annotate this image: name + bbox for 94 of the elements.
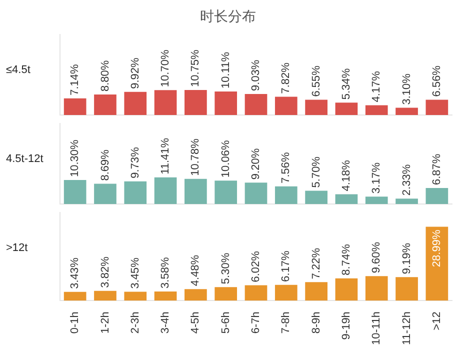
x-tick-label: 11-12h (400, 312, 413, 345)
data-label: 6.02% (250, 250, 262, 282)
data-label: 9.19% (400, 242, 413, 274)
y-axis-title: 4.5t-12t (6, 153, 44, 165)
bar (274, 284, 298, 301)
bar (184, 90, 207, 115)
bar (426, 188, 448, 204)
x-tick-label: 2-3h (129, 312, 142, 334)
bar (396, 277, 418, 301)
data-label: 9.60% (370, 242, 383, 274)
data-label: 28.99% (430, 230, 443, 268)
data-label: 9.73% (129, 146, 142, 178)
x-tick-label: 9-19h (340, 312, 352, 340)
data-label: 9.92% (129, 57, 142, 89)
data-label: 7.82% (280, 62, 292, 94)
bar (154, 177, 177, 204)
bar (305, 282, 328, 301)
bar (64, 292, 86, 301)
data-label: 3.45% (129, 257, 142, 289)
data-label: 3.82% (99, 256, 112, 288)
bar (214, 91, 238, 115)
data-label: 10.75% (190, 49, 202, 87)
bar (335, 194, 358, 204)
bar (214, 180, 238, 204)
x-tick-label: 5-6h (220, 312, 232, 334)
bar (365, 196, 388, 204)
data-label: 10.30% (69, 139, 82, 178)
bar (335, 278, 358, 301)
bar (396, 108, 418, 115)
bar (154, 291, 177, 301)
x-tick-label: 8-9h (310, 312, 322, 334)
bar (244, 182, 268, 204)
bar (305, 100, 328, 115)
bar (305, 190, 328, 204)
data-label: 9.03% (250, 60, 262, 91)
bar (214, 287, 238, 301)
data-label: 3.58% (160, 257, 172, 288)
bar (244, 285, 268, 301)
bar (335, 102, 358, 115)
y-axis-title: ≤4.5t (6, 64, 30, 76)
y-axis-title: >12t (6, 242, 28, 254)
x-tick-label: 7-8h (280, 312, 292, 334)
data-label: 11.41% (160, 138, 172, 174)
bar (274, 96, 298, 115)
data-label: 7.14% (69, 64, 82, 96)
x-tick-label: 3-4h (160, 312, 172, 334)
x-tick-label: 0-1h (69, 312, 82, 334)
x-tick-label: >12 (430, 312, 443, 330)
bar (94, 290, 116, 301)
bar (124, 181, 147, 204)
data-label: 8.74% (340, 244, 352, 276)
data-label: 4.17% (370, 70, 383, 102)
x-tick-label: 1-2h (99, 312, 112, 334)
bar (274, 186, 298, 204)
data-label: 4.18% (340, 160, 352, 192)
data-label: 6.87% (430, 154, 443, 186)
bar (365, 105, 388, 115)
data-label: 2.33% (400, 164, 413, 196)
x-tick-label: 6-7h (250, 312, 262, 334)
data-label: 3.43% (69, 257, 82, 289)
chart-title: 时长分布 (199, 8, 257, 26)
data-label: 3.10% (400, 73, 413, 105)
bar (426, 100, 448, 115)
bar (124, 292, 147, 301)
data-label: 6.56% (430, 65, 443, 97)
bar (365, 276, 388, 301)
data-label: 9.20% (250, 148, 262, 180)
bar (94, 184, 116, 204)
bar (154, 90, 177, 115)
data-label: 5.34% (340, 68, 352, 100)
data-label: 8.69% (99, 149, 112, 181)
bar (94, 94, 116, 115)
data-label: 5.30% (220, 252, 232, 284)
data-label: 10.11% (220, 52, 232, 88)
bar (184, 178, 207, 204)
data-label: 6.55% (310, 65, 322, 97)
data-label: 8.80% (99, 60, 112, 92)
bar (184, 289, 207, 301)
data-label: 10.78% (190, 138, 202, 176)
data-label: 6.17% (280, 250, 292, 282)
data-label: 5.70% (310, 156, 322, 188)
bar (396, 198, 418, 204)
data-label: 10.06% (220, 140, 232, 178)
x-tick-label: 4-5h (190, 312, 202, 334)
data-label: 10.70% (160, 50, 172, 88)
data-label: 7.22% (310, 248, 322, 280)
data-label: 7.56% (280, 152, 292, 184)
bar (64, 98, 86, 115)
bar (124, 92, 147, 115)
bar (64, 180, 86, 204)
data-label: 4.48% (190, 254, 202, 286)
x-tick-label: 10-11h (370, 312, 383, 345)
data-label: 3.17% (370, 162, 383, 194)
bar (244, 94, 268, 115)
